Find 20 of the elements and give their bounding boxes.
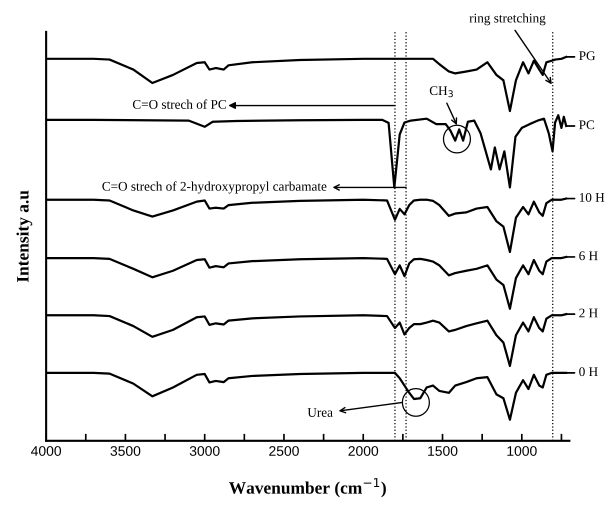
- y-axis-title: Intensity a.u: [16, 190, 32, 282]
- legend-label: 2 H: [579, 308, 598, 318]
- annotation: CH$_{3}$: [430, 86, 453, 98]
- annotation: C=O strech of PC: [132, 99, 226, 109]
- annotation: C=O strech of 2-hydroxypropyl carbamate: [102, 181, 326, 194]
- x-tick-label: 1500: [428, 446, 458, 456]
- legend-label: 6 H: [579, 251, 598, 260]
- x-tick-label: 2000: [348, 446, 378, 456]
- annotation: Urea: [308, 408, 333, 417]
- x-tick-label: 4000: [31, 446, 62, 456]
- x-tick-label: 1000: [507, 446, 537, 456]
- x-tick-label: 3000: [190, 446, 220, 456]
- x-axis-title: Wavenumber (cm$^{−1}$): [229, 478, 386, 498]
- x-tick-label: 3500: [110, 446, 140, 456]
- legend-label: PC: [579, 120, 594, 130]
- legend-label: 0 H: [579, 367, 598, 376]
- annotation: ring stretching: [469, 13, 546, 26]
- legend-label: 10 H: [580, 192, 604, 202]
- x-tick-label: 2500: [269, 446, 299, 456]
- legend-label: PG: [579, 51, 596, 60]
